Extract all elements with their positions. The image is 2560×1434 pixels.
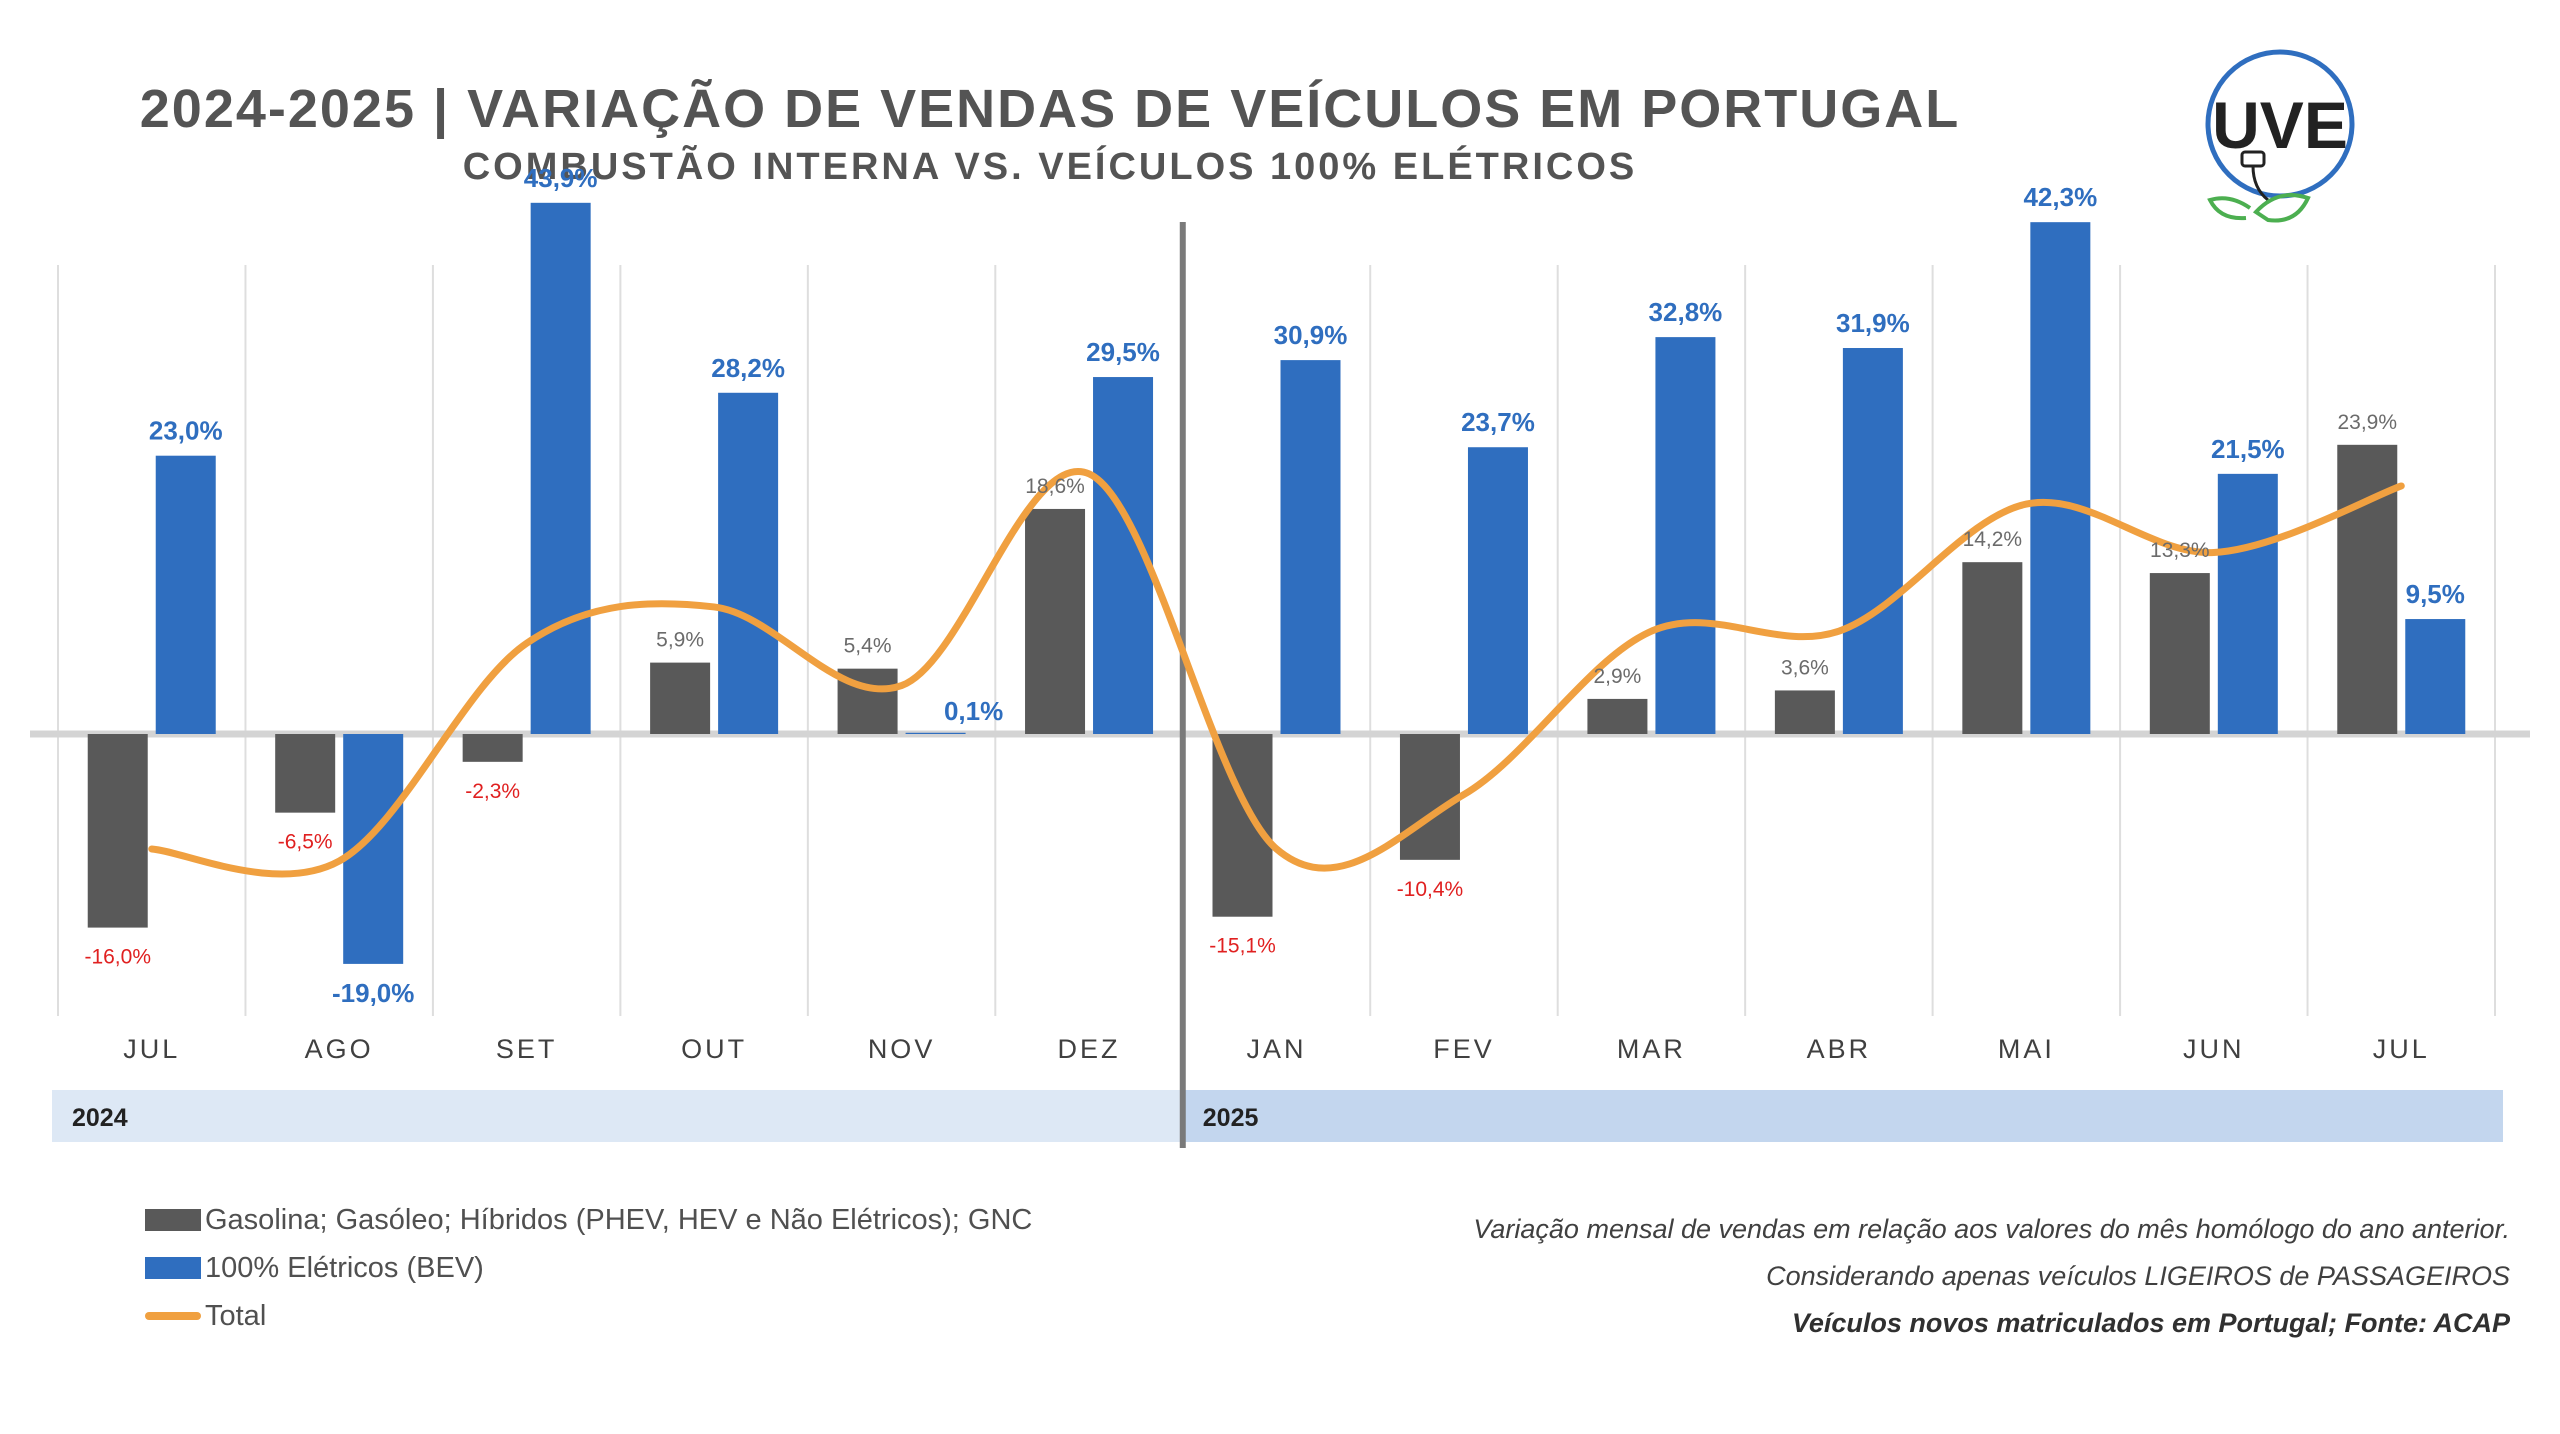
bev-bar-0 [155, 455, 216, 734]
bev-value-label-5: 29,5% [1086, 337, 1160, 367]
bev-bar-8 [1655, 337, 1716, 734]
bev-bar-2 [530, 202, 591, 734]
footnote-line-2: Considerando apenas veículos LIGEIROS de… [1766, 1261, 2510, 1291]
ice-bar-5 [1025, 508, 1086, 734]
category-label-6: JAN [1246, 1034, 1306, 1064]
ice-bar-2 [462, 734, 523, 762]
ice-bar-1 [275, 734, 336, 813]
ice-bar-9 [1774, 690, 1835, 734]
bev-value-label-8: 32,8% [1649, 297, 1723, 327]
bev-bar-6 [1280, 360, 1341, 734]
legend-label-bev: 100% Elétricos (BEV) [205, 1251, 484, 1284]
category-label-4: NOV [868, 1034, 936, 1064]
bev-value-label-11: 21,5% [2211, 434, 2285, 464]
legend-swatch-ice [145, 1209, 201, 1231]
legend-label-total: Total [205, 1299, 267, 1332]
category-label-1: AGO [305, 1034, 374, 1064]
bev-bar-10 [2030, 222, 2091, 735]
ice-bar-0 [87, 734, 148, 928]
legend: Gasolina; Gasóleo; Híbridos (PHEV, HEV e… [145, 1196, 1032, 1340]
bev-value-label-7: 23,7% [1461, 407, 1535, 437]
ice-value-label-0: -16,0% [84, 946, 151, 969]
ice-bar-7 [1399, 734, 1460, 860]
ice-value-label-9: 3,6% [1781, 656, 1829, 679]
ice-bar-6 [1212, 734, 1273, 917]
bev-value-label-10: 42,3% [2023, 182, 2097, 212]
ice-value-label-10: 14,2% [1963, 528, 2023, 551]
bev-value-label-6: 30,9% [1274, 320, 1348, 350]
year-band-2025 [1182, 1090, 2503, 1142]
bev-bar-4 [905, 732, 966, 734]
bev-bar-12 [2405, 619, 2466, 734]
ice-value-label-4: 5,4% [844, 635, 892, 658]
bev-value-label-1: -19,0% [332, 978, 414, 1008]
footnote-line-1: Variação mensal de vendas em relação aos… [1473, 1214, 2510, 1244]
ice-value-label-11: 13,3% [2150, 539, 2210, 562]
ice-bar-10 [1962, 562, 2023, 734]
year-band-2024-label: 2024 [72, 1104, 128, 1132]
total-line [148, 468, 2405, 878]
chart-subtitle: COMBUSTÃO INTERNA VS. VEÍCULOS 100% ELÉT… [462, 146, 1638, 188]
ice-value-label-8: 2,9% [1593, 665, 1641, 688]
ice-value-label-2: -2,3% [465, 780, 520, 803]
ice-value-label-12: 23,9% [2337, 411, 2397, 434]
category-label-8: MAR [1617, 1034, 1686, 1064]
ice-value-label-7: -10,4% [1397, 878, 1464, 901]
bev-bar-9 [1842, 348, 1903, 734]
footnotes: Variação mensal de vendas em relação aos… [1473, 1206, 2510, 1347]
logo-text: UVE [2212, 88, 2348, 162]
bev-value-label-12: 9,5% [2406, 579, 2465, 609]
legend-item-total: Total [145, 1292, 1032, 1340]
category-label-9: ABR [1807, 1034, 1872, 1064]
chart-title: 2024-2025 | VARIAÇÃO DE VENDAS DE VEÍCUL… [139, 79, 1961, 139]
uve-logo: UVE [2205, 49, 2355, 223]
bev-bar-3 [718, 392, 779, 734]
ice-value-label-1: -6,5% [278, 831, 333, 854]
ice-bar-3 [650, 662, 711, 734]
category-label-7: FEV [1433, 1034, 1495, 1064]
bev-bar-11 [2217, 473, 2278, 734]
footnote-source: Veículos novos matriculados em Portugal;… [1791, 1308, 2510, 1338]
ice-value-label-3: 5,9% [656, 629, 704, 652]
legend-item-bev: 100% Elétricos (BEV) [145, 1244, 1032, 1292]
ice-value-label-5: 18,6% [1025, 475, 1085, 498]
category-label-3: OUT [681, 1034, 747, 1064]
legend-label-ice: Gasolina; Gasóleo; Híbridos (PHEV, HEV e… [205, 1203, 1033, 1236]
bev-bar-7 [1467, 447, 1528, 734]
category-label-5: DEZ [1058, 1034, 1121, 1064]
legend-swatch-bev [145, 1257, 201, 1279]
ice-value-label-6: -15,1% [1209, 935, 1276, 958]
legend-swatch-total [145, 1312, 201, 1320]
bev-value-label-0: 23,0% [149, 416, 223, 446]
ice-bar-11 [2149, 573, 2210, 734]
category-label-12: JUL [2373, 1034, 2430, 1064]
year-band-2024 [52, 1090, 1183, 1142]
bev-value-label-4: 0,1% [944, 696, 1003, 726]
bev-value-label-9: 31,9% [1836, 308, 1910, 338]
ice-bar-8 [1587, 698, 1648, 734]
category-label-10: MAI [1998, 1034, 2055, 1064]
bev-value-label-2: 43,9% [524, 163, 598, 193]
category-label-11: JUN [2183, 1034, 2245, 1064]
category-label-0: JUL [123, 1034, 180, 1064]
bev-value-label-3: 28,2% [711, 353, 785, 383]
category-label-2: SET [496, 1034, 558, 1064]
legend-item-ice: Gasolina; Gasóleo; Híbridos (PHEV, HEV e… [145, 1196, 1032, 1244]
year-band-2025-label: 2025 [1203, 1104, 1259, 1132]
